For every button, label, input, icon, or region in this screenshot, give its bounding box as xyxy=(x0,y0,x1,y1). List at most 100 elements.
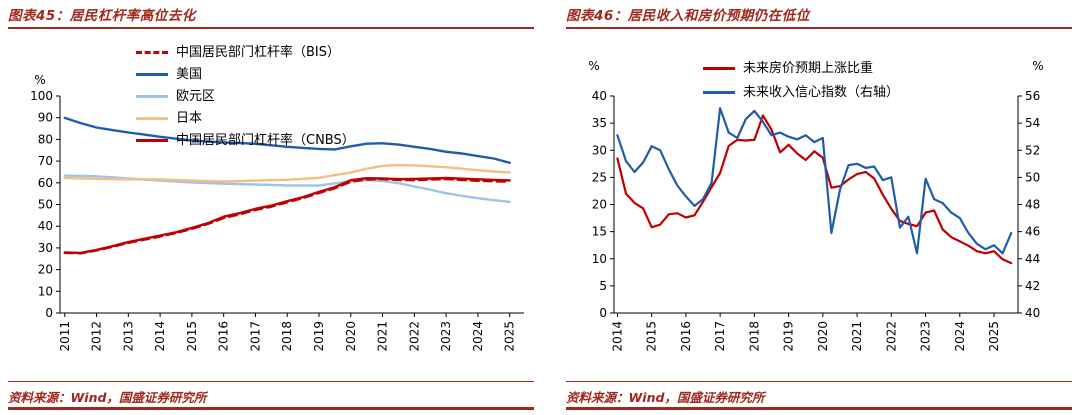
series-line-future-income-confidence-index xyxy=(616,107,1013,255)
y-tick-label: 35 xyxy=(592,116,607,130)
figure-45-legend: 中国居民部门杠杆率（BIS） 美国欧元区日本中国居民部门杠杆率（CNBS） xyxy=(136,41,355,151)
figure-45-panel: 图表45：居民杠杆率高位去化 0 10 20 30 40 50 60 70 80 90 100 201… xyxy=(8,0,534,415)
legend-label: 欧元区 xyxy=(176,88,216,104)
y2-tick-label: 44 xyxy=(1025,252,1040,266)
household-leverage-line-chart: 0 10 20 30 40 50 60 70 80 90 100 2011 2012 2013 2014 20… xyxy=(30,73,524,352)
legend-line-swatch xyxy=(136,138,168,142)
x-tick-label: 2021 xyxy=(376,321,390,352)
y-tick-label: 10 xyxy=(592,252,607,266)
x-tick-label: 2025 xyxy=(503,321,517,352)
legend-item-future-house-price-rise-expectation-share: 未来房价预期上涨比重 xyxy=(703,56,899,80)
y-tick-label: 70 xyxy=(38,154,53,168)
figure-45-title-rule xyxy=(8,27,534,29)
legend-label: 未来收入信心指数（右轴） xyxy=(743,84,900,100)
y-tick-label: 0 xyxy=(45,306,53,320)
legend-label: 未来房价预期上涨比重 xyxy=(743,60,874,76)
y-tick-label: 15 xyxy=(592,225,607,239)
y-axis-unit-label: % xyxy=(588,59,599,73)
legend-line-swatch xyxy=(136,116,168,120)
y2-axis-unit-label: % xyxy=(1032,59,1043,73)
y-tick-label: 40 xyxy=(38,219,53,233)
figure-46-legend: 未来房价预期上涨比重未来收入信心指数（右轴） xyxy=(703,56,899,104)
legend-item-china-household-leverage-cnbs: 中国居民部门杠杆率（CNBS） xyxy=(136,129,355,151)
x-tick-label: 2024 xyxy=(471,321,485,352)
figure-46-panel: 图表46：居民收入和房价预期仍在低位 0 5 10 15 20 25 30 35 40 40 42 4… xyxy=(566,0,1072,415)
y-axis-unit-label: % xyxy=(34,73,45,87)
y-tick-label: 25 xyxy=(592,170,607,184)
legend-item-euro-area: 欧元区 xyxy=(136,85,355,107)
series-line-future-house-price-rise-expectation-share xyxy=(616,114,1013,265)
x-tick-label: 2016 xyxy=(679,321,693,352)
figure-45-chart-area: 0 10 20 30 40 50 60 70 80 90 100 2011 2012 2013 2014 20… xyxy=(8,32,534,365)
y2-tick-label: 52 xyxy=(1025,143,1040,157)
legend-line-swatch xyxy=(703,66,735,70)
x-tick-label: 2018 xyxy=(280,321,294,352)
y-tick-label: 60 xyxy=(38,176,53,190)
x-tick-label: 2017 xyxy=(248,321,262,352)
x-tick-label: 2016 xyxy=(217,321,231,352)
x-tick-label: 2019 xyxy=(312,321,326,352)
y-tick-label: 90 xyxy=(38,111,53,125)
legend-item-japan: 日本 xyxy=(136,107,355,129)
y-tick-label: 20 xyxy=(592,198,607,212)
series-line-united-states xyxy=(63,116,511,165)
figure-46-bottom-rule xyxy=(566,407,1072,410)
y2-tick-label: 42 xyxy=(1025,279,1040,293)
y-tick-label: 40 xyxy=(592,89,607,103)
x-tick-label: 2021 xyxy=(850,321,864,352)
x-tick-label: 2022 xyxy=(407,321,421,352)
y-tick-label: 50 xyxy=(38,198,53,212)
x-tick-label: 2025 xyxy=(987,321,1001,352)
y2-tick-label: 56 xyxy=(1025,89,1040,103)
legend-line-swatch xyxy=(136,94,168,98)
x-tick-label: 2023 xyxy=(439,321,453,352)
y2-tick-label: 54 xyxy=(1025,116,1040,130)
figure-45-source-text: 资料来源：Wind，国盛证券研究所 xyxy=(8,390,207,405)
figure-45-bottom-rule xyxy=(8,407,534,410)
legend-line-swatch xyxy=(136,72,168,76)
legend-label: 中国居民部门杠杆率（BIS） xyxy=(176,44,341,60)
y2-tick-label: 48 xyxy=(1025,198,1040,212)
legend-label: 美国 xyxy=(176,66,203,82)
figure-45-title: 图表45：居民杠杆率高位去化 xyxy=(8,8,196,24)
series-line-china-household-leverage-bis xyxy=(63,177,511,255)
legend-line-swatch xyxy=(703,90,735,94)
y-tick-label: 10 xyxy=(38,284,53,298)
figure-46-title: 图表46：居民收入和房价预期仍在低位 xyxy=(566,8,810,24)
x-tick-label: 2020 xyxy=(344,321,358,352)
x-tick-label: 2018 xyxy=(747,321,761,352)
x-tick-label: 2015 xyxy=(185,321,199,352)
x-tick-label: 2014 xyxy=(610,321,624,352)
x-tick-label: 2013 xyxy=(121,321,135,352)
legend-item-united-states: 美国 xyxy=(136,63,355,85)
y2-tick-label: 40 xyxy=(1025,306,1040,320)
series-line-japan xyxy=(63,163,511,183)
y-tick-label: 30 xyxy=(38,241,53,255)
legend-item-china-household-leverage-bis: 中国居民部门杠杆率（BIS） xyxy=(136,41,355,63)
y-tick-label: 100 xyxy=(30,89,53,103)
y-tick-label: 0 xyxy=(599,306,607,320)
legend-item-future-income-confidence-index: 未来收入信心指数（右轴） xyxy=(703,80,899,104)
x-tick-label: 2012 xyxy=(90,321,104,352)
x-tick-label: 2015 xyxy=(645,321,659,352)
y-tick-label: 30 xyxy=(592,143,607,157)
x-tick-label: 2014 xyxy=(153,321,167,352)
x-tick-label: 2022 xyxy=(884,321,898,352)
x-tick-label: 2024 xyxy=(953,321,967,352)
y-tick-label: 20 xyxy=(38,263,53,277)
figure-46-source-block: 资料来源：Wind，国盛证券研究所 xyxy=(566,381,1072,406)
legend-label: 日本 xyxy=(176,110,203,126)
y2-tick-label: 50 xyxy=(1025,170,1040,184)
figure-45-source-block: 资料来源：Wind，国盛证券研究所 xyxy=(8,381,534,406)
x-tick-label: 2011 xyxy=(58,321,72,352)
y-tick-label: 80 xyxy=(38,132,53,146)
x-tick-label: 2017 xyxy=(713,321,727,352)
x-tick-label: 2019 xyxy=(782,321,796,352)
x-tick-label: 2023 xyxy=(919,321,933,352)
legend-label: 中国居民部门杠杆率（CNBS） xyxy=(176,132,355,148)
y2-tick-label: 46 xyxy=(1025,225,1040,239)
legend-line-swatch xyxy=(136,50,168,54)
figure-46-source-text: 资料来源：Wind，国盛证券研究所 xyxy=(566,390,765,405)
